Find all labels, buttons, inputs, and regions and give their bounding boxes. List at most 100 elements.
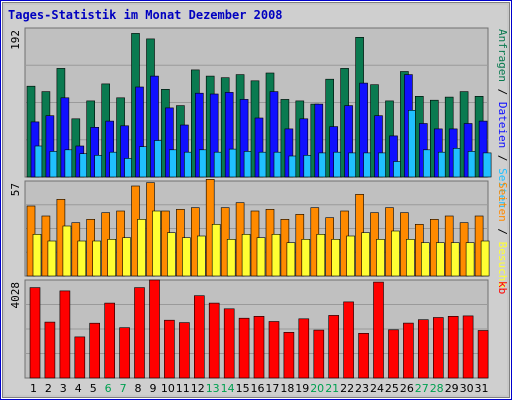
bar-kb-day-26	[403, 322, 414, 379]
panel-kb-max-label: 4028	[9, 282, 22, 309]
bar-kb-day-8	[134, 287, 145, 379]
bar-seiten-day-31	[482, 152, 492, 178]
bar-besuche-day-23	[361, 232, 370, 277]
bar-kb-day-11	[179, 322, 190, 379]
legend-anfragen: Anfragen	[496, 29, 509, 82]
legend-seiten: Seiten	[496, 182, 509, 222]
bar-kb-day-14	[223, 308, 235, 379]
day-label-23: 23	[355, 382, 369, 395]
bar-kb-day-29	[447, 315, 459, 379]
legend-besuche: Besuche	[496, 242, 509, 288]
bar-kb-day-13	[208, 302, 220, 379]
panel-kb-legend: kb	[496, 281, 509, 294]
bar-besuche-day-7	[122, 237, 131, 277]
bar-kb-day-30	[462, 315, 474, 379]
legend-separator: /	[496, 82, 509, 102]
bar-kb-day-15	[238, 317, 250, 379]
panel-visits-max-label: 57	[9, 183, 22, 196]
bar-kb-day-17	[268, 321, 280, 379]
bar-besuche-day-12	[197, 235, 206, 277]
bar-besuche-day-27	[420, 242, 430, 277]
bar-besuche-day-6	[107, 239, 116, 277]
bar-kb-day-25	[388, 329, 399, 379]
bar-besuche-day-31	[480, 240, 490, 277]
legend-kb: kb	[496, 281, 509, 294]
bar-besuche-day-8	[137, 219, 146, 277]
bar-besuche-day-20	[316, 234, 326, 277]
bar-kb-day-21	[328, 315, 340, 379]
bar-kb-day-9	[149, 279, 160, 379]
panel-hits: 192 Anfragen / Dateien / Seiten	[9, 27, 509, 208]
bar-kb-day-31	[477, 330, 489, 379]
day-label-17: 17	[265, 382, 279, 395]
day-label-2: 2	[45, 382, 52, 395]
bar-besuche-day-10	[167, 232, 176, 277]
day-label-12: 12	[191, 382, 205, 395]
bar-kb-day-10	[164, 319, 175, 379]
day-label-31: 31	[475, 382, 489, 395]
day-label-14: 14	[221, 382, 235, 395]
legend-separator: /	[496, 222, 509, 242]
day-label-19: 19	[295, 382, 309, 395]
bar-besuche-day-3	[62, 225, 72, 277]
day-label-5: 5	[90, 382, 97, 395]
day-label-18: 18	[280, 382, 294, 395]
day-label-1: 1	[30, 382, 37, 395]
bar-kb-day-22	[343, 301, 354, 379]
day-label-3: 3	[60, 382, 67, 395]
day-label-22: 22	[340, 382, 354, 395]
day-label-8: 8	[135, 382, 142, 395]
bar-besuche-day-5	[92, 240, 101, 277]
day-label-24: 24	[370, 382, 384, 395]
day-axis-labels: 1 2 3 4 5 6 7 8 9 10 11 12 13 14 15 16 17 18 19 20 21 22 23 24 2…	[30, 382, 489, 395]
bar-besuche-day-28	[435, 242, 445, 277]
bar-kb-day-16	[253, 315, 265, 379]
bar-besuche-day-2	[47, 240, 57, 277]
bar-besuche-day-14	[226, 239, 236, 277]
day-label-9: 9	[150, 382, 157, 395]
day-label-13: 13	[206, 382, 220, 395]
bar-kb-day-19	[298, 318, 310, 379]
bar-besuche-day-19	[301, 239, 311, 277]
bar-kb-day-4	[74, 336, 86, 379]
day-label-10: 10	[161, 382, 175, 395]
bar-besuche-day-30	[465, 242, 475, 277]
panel-hits-max-label: 192	[9, 30, 22, 50]
day-label-11: 11	[176, 382, 190, 395]
panel-visits: 57 Seiten / Besuche	[9, 179, 509, 288]
day-label-25: 25	[385, 382, 399, 395]
bar-besuche-day-1	[32, 234, 42, 277]
bar-kb-day-12	[194, 295, 205, 379]
legend-seiten: Seiten	[496, 168, 509, 208]
bar-kb-day-1	[29, 287, 41, 379]
day-label-15: 15	[236, 382, 250, 395]
bar-kb-day-6	[104, 302, 115, 379]
bar-kb-day-20	[313, 329, 325, 379]
bar-besuche-day-15	[241, 234, 251, 277]
bar-besuche-day-25	[391, 230, 400, 277]
bar-kb-day-28	[432, 317, 444, 379]
chart-panels: 192 Anfragen / Dateien / Seiten 57 Seiten /…	[9, 27, 509, 379]
panel-hits-legend: Anfragen / Dateien / Seiten	[496, 29, 509, 208]
bar-besuche-day-13	[211, 224, 221, 277]
day-label-29: 29	[445, 382, 459, 395]
bar-kb-day-24	[373, 281, 384, 379]
bar-kb-day-5	[89, 322, 100, 379]
bar-besuche-day-16	[256, 237, 266, 277]
legend-separator: /	[496, 148, 509, 168]
day-label-6: 6	[105, 382, 112, 395]
bar-besuche-day-18	[286, 242, 296, 277]
bar-kb-day-27	[417, 319, 429, 379]
panel-kb: 4028 kb	[9, 279, 509, 379]
bar-besuche-day-22	[346, 235, 355, 277]
bar-besuche-day-17	[271, 234, 281, 277]
bar-kb-day-2	[44, 321, 56, 379]
bar-besuche-day-29	[450, 242, 460, 277]
day-label-30: 30	[460, 382, 474, 395]
bar-besuche-day-4	[77, 240, 87, 277]
bar-kb-day-23	[358, 332, 369, 379]
bar-kb-day-18	[283, 331, 295, 379]
bar-besuche-day-24	[376, 239, 385, 277]
day-label-21: 21	[325, 382, 339, 395]
